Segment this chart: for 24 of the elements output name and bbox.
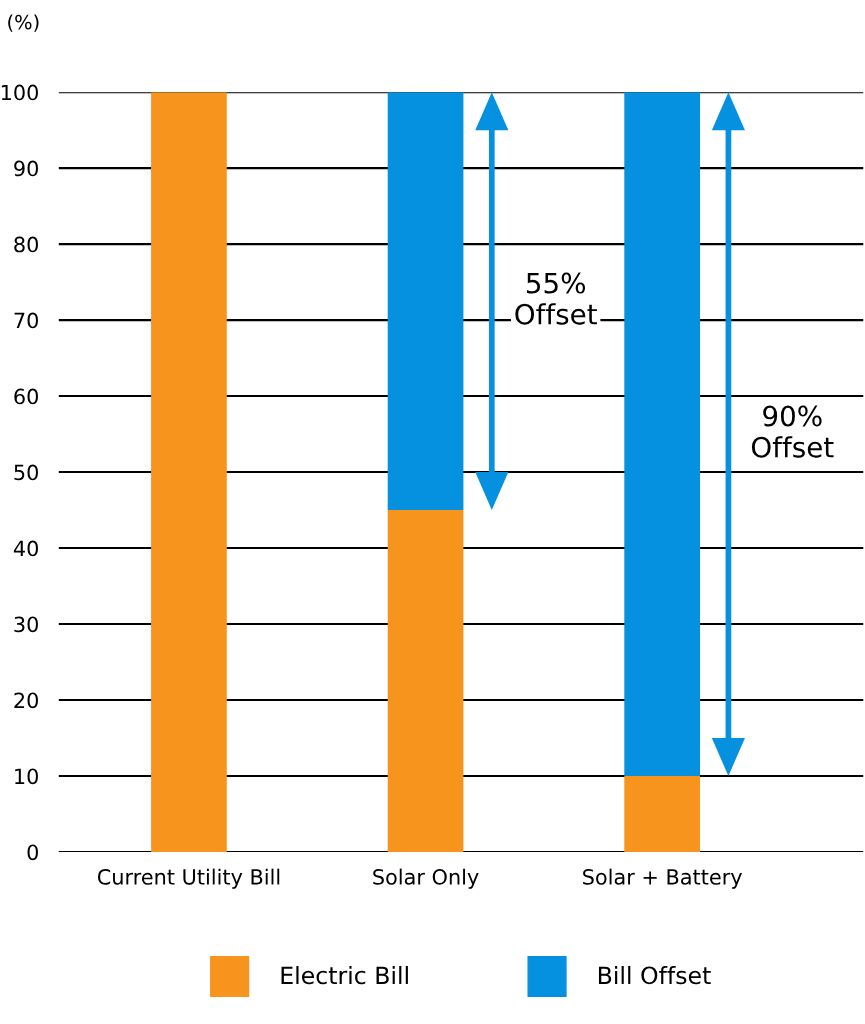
y-tick-label: 100	[1, 84, 38, 101]
y-tick-label: 10	[15, 768, 38, 785]
legend-label: Bill Offset	[598, 966, 711, 985]
bar	[151, 92, 227, 852]
y-tick-label: 30	[14, 616, 38, 633]
bar	[387, 92, 464, 511]
bar	[387, 510, 464, 852]
legend-label: Electric Bill	[281, 966, 408, 985]
y-tick-label: 20	[14, 692, 38, 709]
y-tick-label: 50	[14, 464, 38, 481]
y-tick-label: 90	[14, 160, 38, 177]
annotation: 55% Offset	[515, 272, 597, 325]
bar	[624, 775, 701, 852]
bar	[624, 92, 701, 776]
y-tick-label: 40	[13, 540, 38, 557]
annotation: 90% Offset	[751, 405, 834, 458]
y-tick-label: 0	[27, 844, 38, 861]
x-tick-label: Solar + Battery	[583, 868, 742, 889]
y-tick-label: 70	[14, 312, 38, 329]
x-tick-label: Current Utility Bill	[97, 868, 280, 889]
y-axis-title: (%)	[8, 14, 39, 32]
y-tick-label: 60	[14, 388, 38, 405]
y-tick-label: 80	[14, 236, 38, 253]
x-tick-label: Solar Only	[373, 868, 479, 889]
